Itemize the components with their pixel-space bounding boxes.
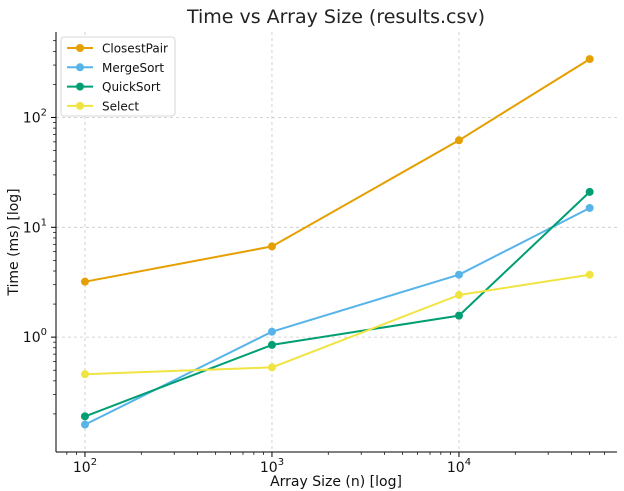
data-point-mergesort xyxy=(267,327,276,336)
legend-swatch-marker xyxy=(76,44,84,52)
grid xyxy=(56,32,617,452)
x-tick-label: 102 xyxy=(73,457,97,476)
chart-title: Time vs Array Size (results.csv) xyxy=(186,6,485,28)
data-point-mergesort xyxy=(585,203,594,212)
series xyxy=(80,55,594,429)
legend-item-mergesort: MergeSort xyxy=(67,61,164,75)
series-closestpair xyxy=(80,55,594,286)
data-point-closestpair xyxy=(585,55,594,64)
y-tick-label: 101 xyxy=(23,217,47,236)
data-point-select xyxy=(585,270,594,279)
legend-item-quicksort: QuickSort xyxy=(67,80,161,94)
data-point-select xyxy=(454,290,463,299)
legend-label: Select xyxy=(102,99,139,113)
legend-item-closestpair: ClosestPair xyxy=(67,42,168,56)
data-point-closestpair xyxy=(267,242,276,251)
series-line-select xyxy=(84,273,590,376)
data-point-quicksort xyxy=(454,311,463,320)
data-point-select xyxy=(267,363,276,372)
legend-swatch-marker xyxy=(76,63,84,72)
series-line-mergesort xyxy=(84,207,591,426)
legend-label: MergeSort xyxy=(102,61,164,75)
data-point-quicksort xyxy=(585,187,594,196)
series-quicksort xyxy=(80,187,594,421)
legend: ClosestPair MergeSort QuickSort Select xyxy=(60,36,176,117)
series-select xyxy=(80,270,594,379)
data-point-mergesort xyxy=(80,420,89,429)
x-tick-label: 104 xyxy=(447,457,471,476)
series-line-quicksort xyxy=(84,191,591,418)
data-point-quicksort xyxy=(80,412,89,421)
legend-swatch-marker xyxy=(76,82,84,91)
data-point-mergesort xyxy=(454,270,463,279)
series-mergesort xyxy=(80,203,594,429)
data-point-select xyxy=(80,370,89,379)
y-axis-label: Time (ms) [log] xyxy=(6,188,22,296)
series-line-closestpair xyxy=(84,58,591,283)
data-point-closestpair xyxy=(80,277,89,286)
legend-label: ClosestPair xyxy=(102,42,168,56)
ticks: 102 103 104 100 101 102 xyxy=(23,40,605,476)
axes xyxy=(55,32,617,453)
x-axis-label: Array Size (n) [log] xyxy=(270,474,402,490)
data-point-quicksort xyxy=(267,340,276,349)
data-point-closestpair xyxy=(454,136,463,145)
x-tick-label: 103 xyxy=(260,457,284,476)
legend-label: QuickSort xyxy=(102,80,161,94)
legend-item-select: Select xyxy=(67,99,139,113)
legend-swatch-marker xyxy=(76,101,84,110)
y-tick-label: 102 xyxy=(23,107,47,126)
legend-box xyxy=(60,36,176,117)
y-tick-label: 100 xyxy=(23,327,47,346)
